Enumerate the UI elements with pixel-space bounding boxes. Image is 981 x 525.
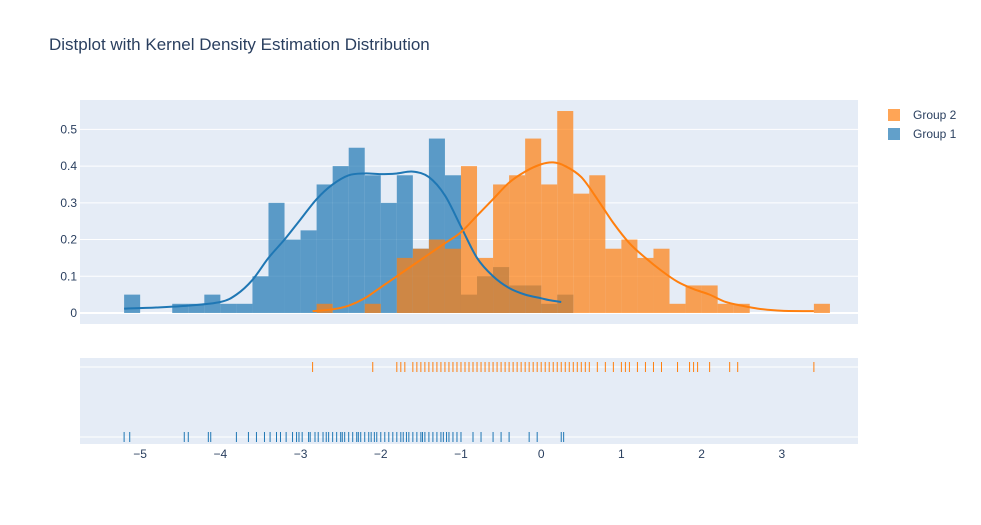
group-2-histogram-bar — [364, 303, 381, 313]
legend-item-group-2[interactable]: Group 2 — [888, 108, 957, 122]
group-2-histogram-bar — [621, 239, 638, 313]
group-2-kde-curve — [312, 161, 814, 313]
group-1-histogram-bar — [188, 303, 205, 313]
group-1-histogram-bar — [124, 294, 141, 313]
group-1-histogram-bar — [236, 303, 253, 313]
y-tick-label: 0.2 — [60, 233, 77, 247]
legend-swatch-group-2 — [888, 109, 900, 121]
group-2-histogram-bar — [509, 175, 526, 313]
group-1-kde-curve — [124, 170, 562, 310]
x-tick-label: −5 — [133, 447, 147, 461]
legend-label-group-2: Group 2 — [913, 108, 957, 122]
group-2-histogram-bar — [637, 257, 654, 313]
group-1-histogram-bar — [332, 166, 349, 313]
group-2-histogram-bar — [557, 111, 574, 313]
legend-label-group-1: Group 1 — [913, 127, 957, 141]
group-1-histogram-bar — [380, 202, 397, 313]
group-2-histogram-bar — [653, 248, 670, 313]
group-1-histogram-bar — [284, 239, 301, 313]
x-tick-label: 0 — [538, 447, 545, 461]
group-2-histogram-bar — [685, 285, 702, 313]
group-2-histogram-bar — [589, 175, 606, 313]
x-tick-label: −3 — [294, 447, 308, 461]
x-tick-label: 3 — [778, 447, 785, 461]
group-2-histogram — [316, 111, 830, 313]
x-tick-label: −2 — [374, 447, 388, 461]
group-2-histogram-bar — [428, 239, 445, 313]
group-2-histogram-bar — [316, 303, 333, 313]
group-2-histogram-bar — [605, 248, 622, 313]
group-1-histogram — [124, 138, 574, 313]
x-tick-label: −4 — [214, 447, 228, 461]
group-2-histogram-bar — [541, 184, 558, 313]
group-2-histogram-bar — [701, 285, 718, 313]
group-1-histogram-bar — [268, 202, 285, 313]
group-1-histogram-bar — [364, 175, 381, 313]
y-axis-ticks: 0 0.1 0.2 0.3 0.4 0.5 — [60, 122, 77, 320]
legend[interactable]: Group 2 Group 1 — [888, 108, 957, 141]
y-tick-label: 0.5 — [60, 122, 77, 136]
group-2-histogram-bar — [493, 184, 510, 313]
y-tick-label: 0 — [70, 306, 77, 320]
group-2-histogram-bar — [733, 303, 750, 313]
group-2-histogram-bar — [717, 303, 734, 313]
rug-marks — [123, 362, 815, 442]
group-2-histogram-bar — [460, 166, 478, 313]
legend-swatch-group-1 — [888, 128, 900, 140]
group-1-histogram-bar — [220, 303, 237, 313]
group-1-histogram-bar — [300, 230, 317, 313]
x-tick-label: 2 — [698, 447, 705, 461]
legend-item-group-1[interactable]: Group 1 — [888, 127, 957, 141]
chart-title: Distplot with Kernel Density Estimation … — [49, 35, 430, 54]
rug-plot-area — [80, 358, 858, 444]
group-2-histogram-bar — [669, 303, 686, 313]
x-axis-ticks: −5 −4 −3 −2 −1 0 1 2 3 — [133, 447, 785, 461]
group-1-histogram-bar — [252, 276, 269, 313]
group-2-histogram-bar — [477, 257, 494, 313]
group-2-histogram-bar — [813, 303, 830, 313]
group-2-histogram-bar — [525, 138, 542, 313]
group-1-histogram-bar — [348, 147, 365, 313]
x-tick-label: 1 — [618, 447, 625, 461]
kde-curves — [124, 161, 814, 313]
group-2-histogram-bar — [412, 248, 429, 313]
group-2-histogram-bar — [573, 193, 590, 313]
group-1-histogram-bar — [172, 303, 189, 313]
x-tick-label: −1 — [454, 447, 468, 461]
y-tick-label: 0.1 — [60, 269, 77, 283]
y-tick-label: 0.3 — [60, 196, 77, 210]
group-2-histogram-bar — [444, 248, 461, 313]
group-2-histogram-bar — [396, 257, 413, 313]
y-tick-label: 0.4 — [60, 159, 77, 173]
group-1-histogram-bar — [316, 184, 333, 313]
